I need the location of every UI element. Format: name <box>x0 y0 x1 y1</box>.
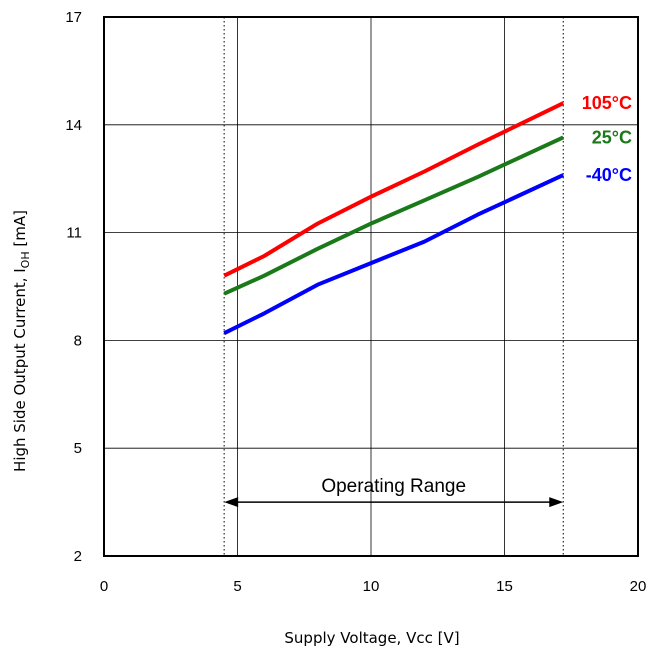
series-lines <box>223 101 565 335</box>
y-tick-label: 2 <box>74 548 82 565</box>
y-tick-label: 5 <box>74 440 82 457</box>
x-tick-label: 15 <box>496 578 513 595</box>
x-tick-label: 10 <box>363 578 380 595</box>
y-axis-label-subscript: OH <box>19 251 32 268</box>
x-tick-label: 0 <box>100 578 108 595</box>
y-tick-label: 17 <box>65 9 82 26</box>
arrow-head-right <box>549 497 564 508</box>
series-line <box>223 173 565 335</box>
plot-frame <box>103 16 639 557</box>
y-axis-label-unit: [mA] <box>11 210 29 251</box>
series-label: 105°C <box>582 93 632 113</box>
operating-range-label: Operating Range <box>321 476 466 497</box>
operating-range-boundaries <box>223 17 564 556</box>
x-tick-label: 5 <box>233 578 241 595</box>
grid-lines <box>104 17 638 556</box>
arrow-head-left <box>224 497 239 508</box>
series-labels: 105°C 25°C -40°C <box>582 93 632 185</box>
x-tick-label: 20 <box>630 578 647 595</box>
y-tick-label: 14 <box>65 117 82 134</box>
series-line <box>223 135 565 296</box>
series-label: -40°C <box>586 165 632 185</box>
operating-range-arrow <box>224 497 564 508</box>
series-label: 25°C <box>592 127 632 147</box>
series-line <box>223 101 565 278</box>
x-axis-label: Supply Voltage, Vcc [V] <box>284 629 459 647</box>
y-tick-label: 11 <box>66 225 82 242</box>
y-axis-label: High Side Output Current, IOH [mA] <box>11 210 32 472</box>
y-axis-label-main: High Side Output Current, I <box>11 268 29 472</box>
y-tick-label: 8 <box>74 332 82 349</box>
